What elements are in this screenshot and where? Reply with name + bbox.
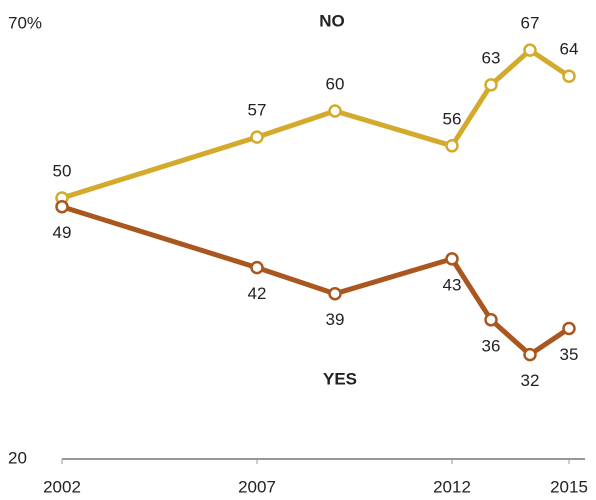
point (523, 43, 537, 57)
data-label: 36 (482, 336, 501, 355)
point (250, 260, 264, 275)
x-tick-label: 2012 (433, 477, 471, 496)
point (328, 104, 342, 118)
data-label: 57 (248, 101, 267, 120)
x-tick-label: 2002 (43, 477, 81, 496)
point (445, 252, 459, 266)
series-label: NO (319, 11, 345, 30)
data-label: 43 (443, 275, 462, 294)
point (562, 69, 576, 83)
data-label: 60 (326, 74, 345, 93)
series-label: YES (323, 369, 357, 388)
series-line (61, 47, 571, 201)
data-label: 32 (521, 371, 540, 390)
data-label: 49 (53, 223, 72, 242)
data-label: 67 (521, 14, 540, 33)
series-line (61, 204, 571, 358)
point (445, 139, 459, 153)
data-label: 64 (560, 40, 579, 59)
data-label: 56 (443, 109, 462, 128)
x-tick-label: 2015 (550, 477, 588, 496)
data-label: 35 (560, 345, 579, 364)
point (55, 199, 69, 214)
point (250, 130, 264, 144)
y-tick-label: 20 (8, 448, 27, 467)
point (484, 78, 498, 92)
data-label: 50 (53, 161, 72, 180)
data-label: 42 (248, 284, 267, 303)
point (562, 321, 576, 336)
point (523, 347, 537, 362)
point (328, 286, 342, 301)
point (484, 313, 498, 327)
data-label: 63 (482, 48, 501, 67)
y-tick-label: 70% (8, 13, 42, 32)
x-tick-label: 2007 (238, 477, 276, 496)
data-label: 39 (326, 310, 345, 329)
